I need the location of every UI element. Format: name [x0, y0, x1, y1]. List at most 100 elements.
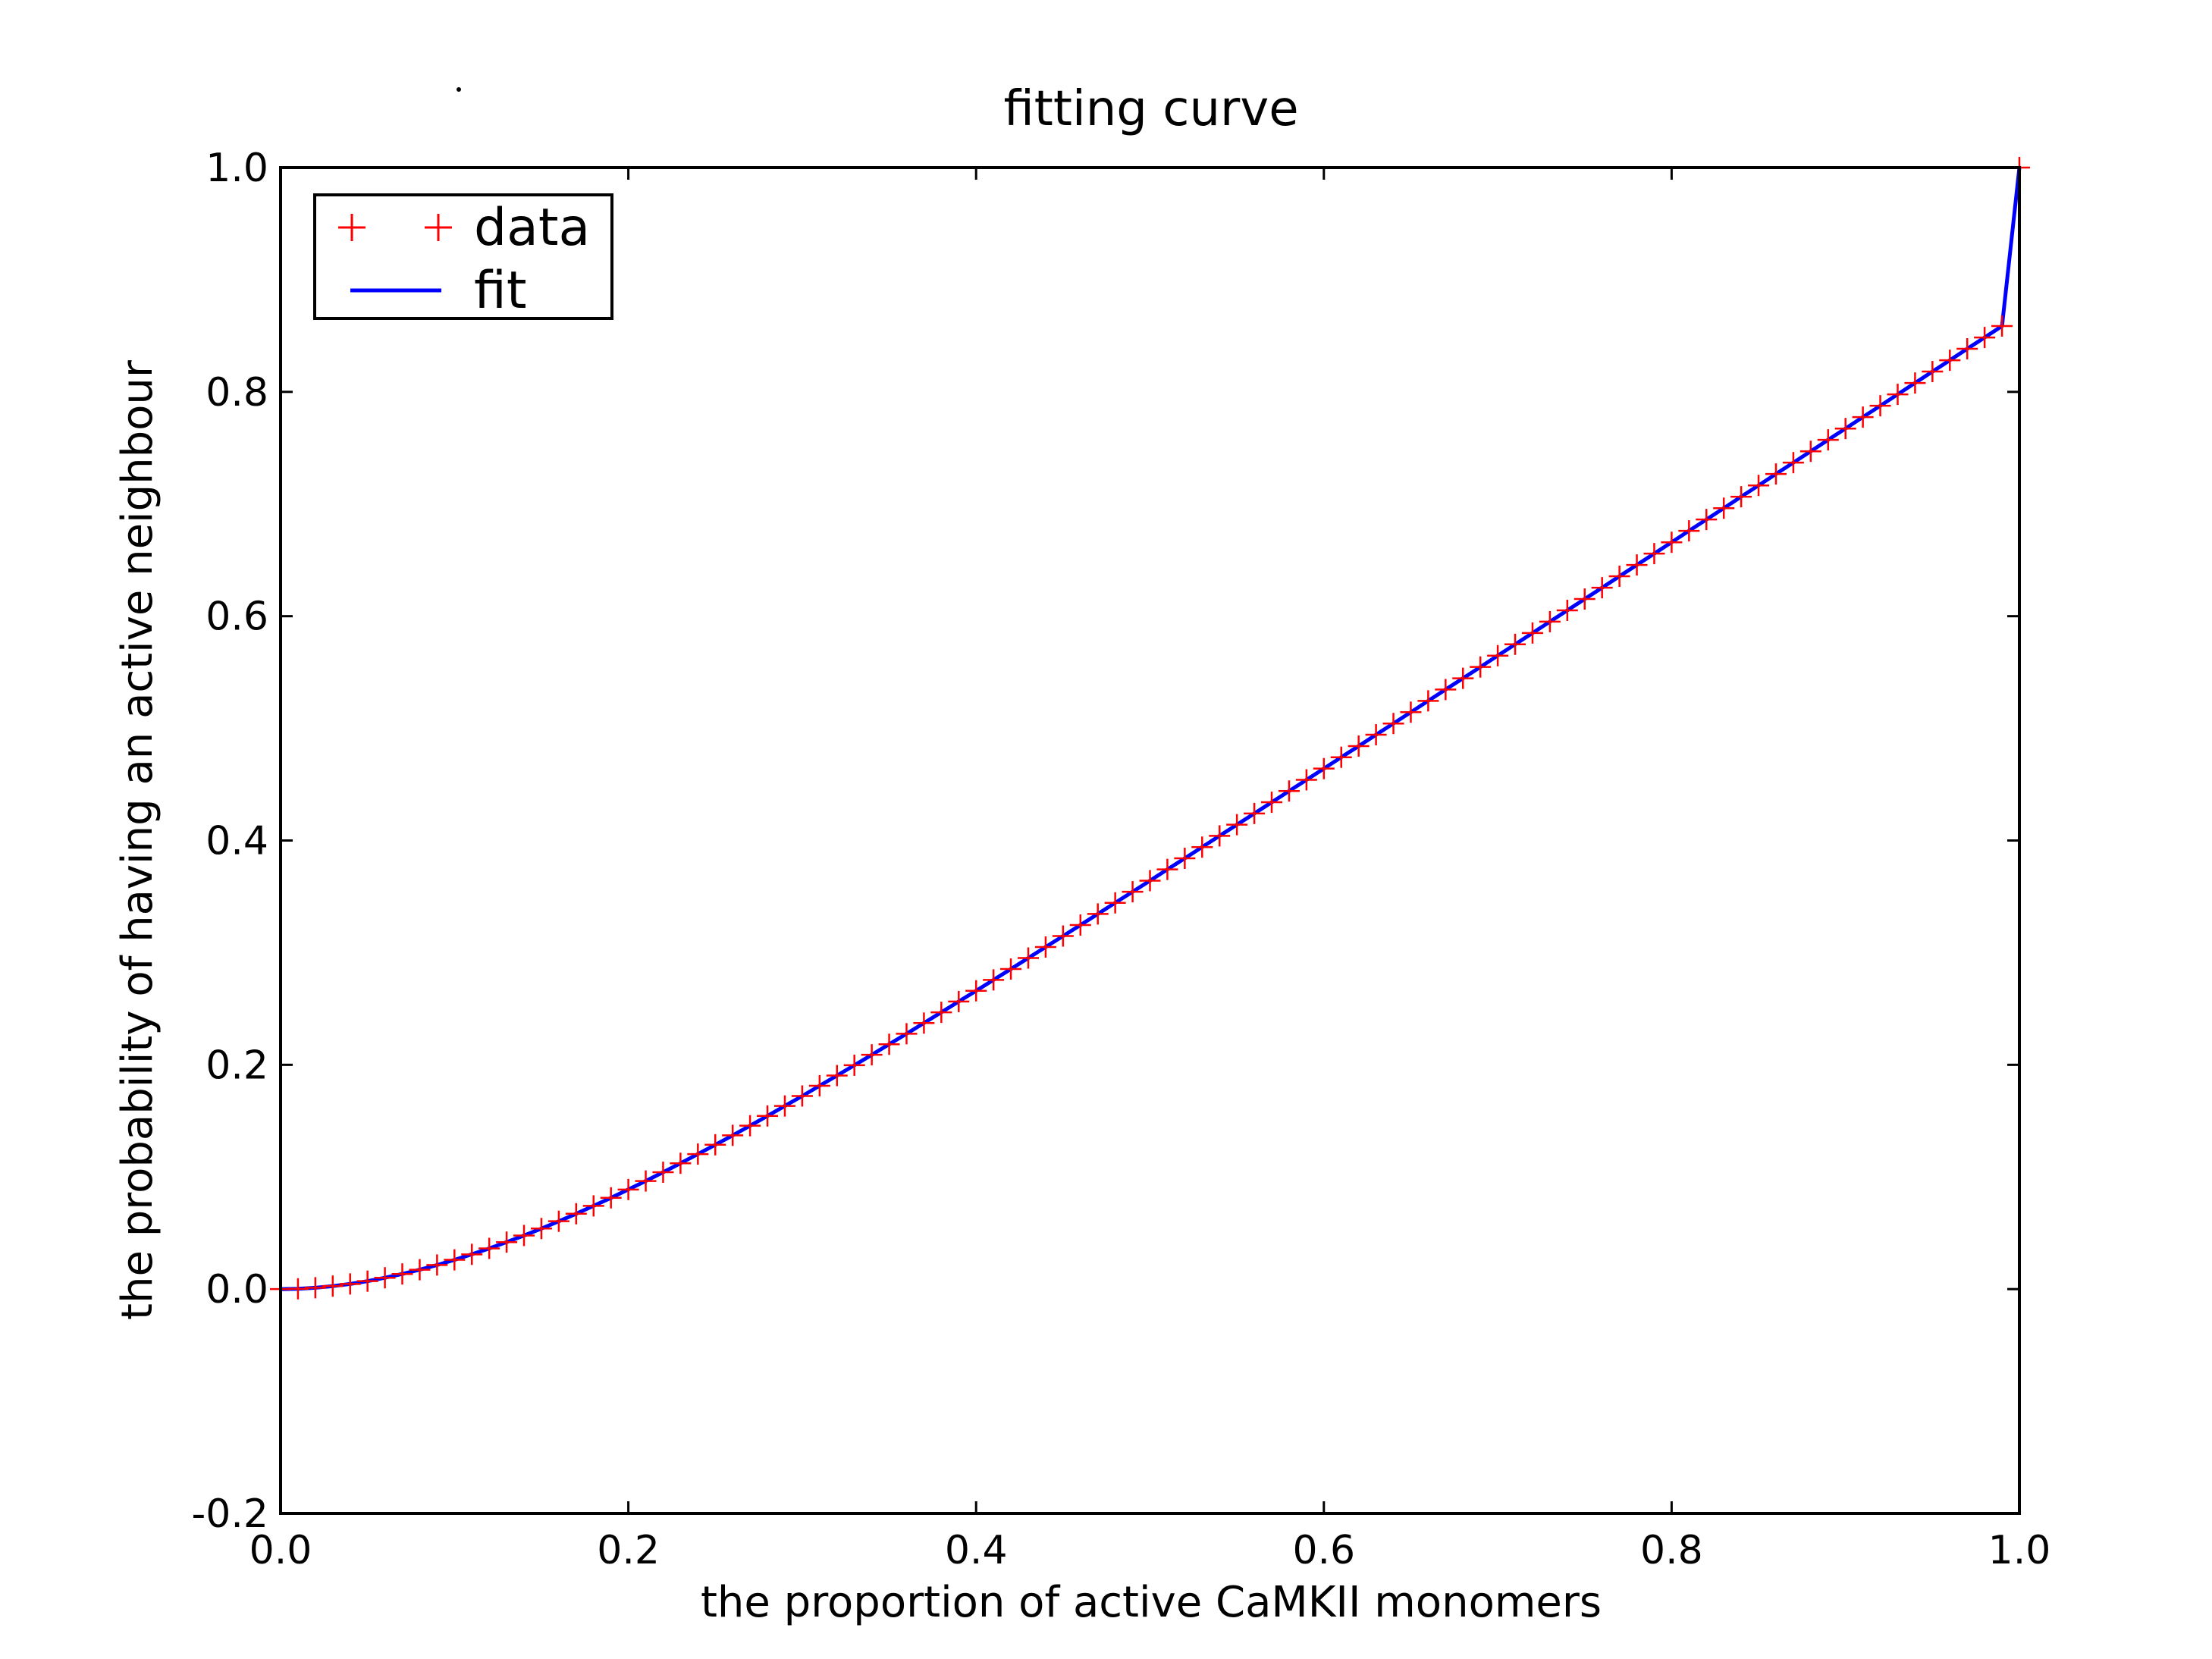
data-point — [1087, 903, 1109, 925]
data-point — [808, 1074, 830, 1096]
data-point — [1209, 825, 1231, 847]
data-point — [704, 1134, 726, 1156]
data-point — [1887, 384, 1909, 406]
data-point — [1696, 509, 1718, 531]
data-point — [826, 1065, 848, 1087]
data-point — [1799, 441, 1821, 463]
y-tick-label: 0.2 — [206, 1043, 268, 1088]
data-point — [652, 1162, 674, 1184]
data-point — [513, 1225, 535, 1247]
y-tick-label: -0.2 — [192, 1491, 268, 1537]
y-tick-label: 0.4 — [206, 819, 268, 864]
data-point — [391, 1263, 413, 1285]
data-point — [374, 1267, 396, 1289]
data-point — [948, 990, 970, 1012]
data-point — [635, 1170, 657, 1192]
data-point — [1452, 667, 1474, 689]
data-point — [878, 1033, 900, 1055]
data-point — [1678, 520, 1700, 542]
data-point — [791, 1085, 813, 1107]
data-point — [496, 1231, 518, 1253]
data-point — [1069, 914, 1091, 936]
data-point — [1539, 610, 1561, 632]
data-point — [1974, 327, 1996, 349]
y-tick-label: 0.0 — [206, 1267, 268, 1312]
series-data — [270, 157, 2030, 1300]
data-point — [617, 1178, 639, 1200]
data-point — [1400, 701, 1422, 723]
data-point — [1904, 372, 1926, 394]
data-point — [1191, 836, 1213, 858]
data-point — [1817, 429, 1839, 451]
y-ticks: -0.2 0.0 0.2 0.4 0.6 0.8 1.0 — [192, 146, 2019, 1537]
data-point — [1330, 746, 1352, 768]
data-point — [1470, 656, 1492, 678]
data-point — [322, 1275, 344, 1297]
data-point — [1834, 418, 1856, 440]
y-axis-label: the probability of having an active neig… — [113, 359, 162, 1320]
data-point — [1748, 475, 1770, 497]
x-tick-label: 0.0 — [249, 1528, 312, 1573]
x-tick-label: 0.8 — [1640, 1528, 1703, 1573]
y-tick-label: 0.6 — [206, 594, 268, 640]
data-point — [1122, 881, 1144, 903]
data-point — [600, 1187, 622, 1209]
x-tick-label: 0.2 — [597, 1528, 660, 1573]
data-point — [757, 1105, 779, 1127]
y-tick-label: 1.0 — [206, 146, 268, 191]
data-point — [1034, 936, 1056, 958]
data-point — [1939, 350, 1961, 372]
data-point — [1261, 792, 1283, 814]
data-point — [565, 1203, 587, 1225]
data-point — [1608, 566, 1630, 588]
legend-data-marker-1 — [338, 214, 366, 241]
legend-data-marker-2 — [425, 214, 452, 241]
data-point — [1417, 690, 1439, 712]
data-point — [1017, 947, 1039, 969]
data-point — [287, 1278, 309, 1300]
data-point — [1244, 802, 1266, 824]
data-point — [1626, 554, 1648, 576]
data-point — [1226, 814, 1248, 836]
data-point — [930, 1002, 952, 1024]
data-point — [1504, 633, 1526, 655]
plot-frame — [279, 166, 2021, 1515]
data-point — [1661, 532, 1683, 554]
data-point — [1782, 452, 1804, 474]
x-tick-label: 1.0 — [1988, 1528, 2051, 1573]
data-point — [913, 1012, 935, 1034]
data-point — [965, 980, 987, 1002]
legend: data fit — [313, 193, 613, 321]
data-point — [1104, 892, 1126, 914]
data-point — [1852, 406, 1874, 428]
data-point — [1156, 858, 1178, 880]
data-point — [1313, 757, 1335, 779]
x-axis-label: the proportion of active CaMKII monomers — [701, 1578, 1602, 1627]
data-point — [861, 1044, 883, 1066]
data-point — [670, 1153, 692, 1174]
legend-label-data: data — [474, 198, 590, 258]
data-point — [773, 1095, 795, 1117]
x-ticks: 0.0 0.2 0.4 0.6 0.8 1.0 — [249, 168, 2051, 1573]
data-point — [1295, 769, 1317, 791]
data-point — [426, 1254, 448, 1276]
data-point — [739, 1115, 761, 1137]
data-point — [1278, 780, 1300, 802]
y-tick-label: 0.8 — [206, 370, 268, 416]
data-point — [843, 1054, 865, 1076]
data-point — [1382, 713, 1404, 735]
data-point — [478, 1237, 500, 1259]
data-point — [582, 1195, 604, 1217]
data-point — [1521, 622, 1543, 644]
stray-dot — [457, 87, 461, 92]
data-point — [1922, 361, 1944, 383]
x-tick-label: 0.4 — [945, 1528, 1008, 1573]
data-point — [409, 1259, 431, 1281]
data-point — [1052, 925, 1074, 947]
data-point — [1174, 848, 1196, 870]
data-point — [548, 1210, 569, 1232]
data-point — [461, 1243, 483, 1265]
data-point — [687, 1143, 709, 1165]
data-point — [339, 1273, 361, 1295]
